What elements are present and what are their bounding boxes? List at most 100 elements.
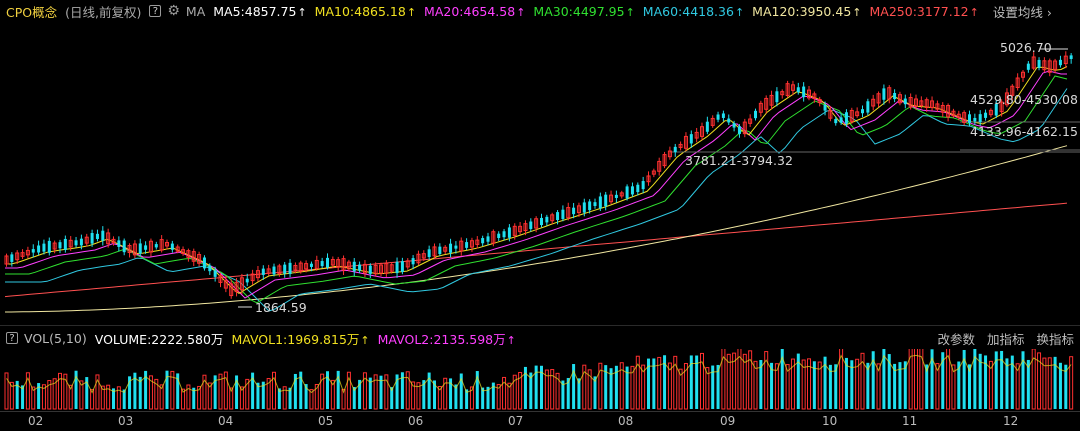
candle-down <box>90 233 94 244</box>
volume-bar-up <box>667 362 672 410</box>
candle-up <box>956 113 961 118</box>
add-indicator-button[interactable]: 加指标 <box>986 331 1025 347</box>
volume-bar-up <box>159 384 164 410</box>
candle-down <box>101 230 105 241</box>
help-icon[interactable]: ? <box>6 332 18 344</box>
volume-bar-down <box>893 363 897 409</box>
ma-line-3 <box>5 75 1068 304</box>
candle-up <box>764 97 769 110</box>
volume-bar-up <box>700 352 704 410</box>
candle-up <box>748 118 753 124</box>
volume-bar-down <box>898 362 902 409</box>
candle-up <box>165 241 169 247</box>
volume-bar-down <box>465 389 469 409</box>
volume-bar-up <box>4 372 9 410</box>
volume-bar-down <box>128 376 132 409</box>
candle-down <box>283 264 287 274</box>
candle-up <box>416 253 421 264</box>
candle-up <box>817 98 822 104</box>
volume-chart[interactable] <box>0 349 1080 411</box>
volume-bar-up <box>197 385 202 410</box>
volume-bar-down <box>930 349 934 409</box>
candle-down <box>138 243 142 254</box>
candle-down <box>994 103 998 116</box>
volume-bar-down <box>844 357 848 409</box>
ma-value-4: MA60:4418.36↑ <box>642 3 745 19</box>
volume-bar-up <box>1047 357 1052 410</box>
candle-down <box>309 263 313 267</box>
candle-up <box>1021 71 1025 78</box>
volume-bar-up <box>362 372 367 410</box>
candle-up <box>181 249 186 254</box>
panel-divider <box>0 325 1080 326</box>
help-icon[interactable]: ? <box>149 5 162 17</box>
volume-bar-down <box>796 353 800 409</box>
candle-down <box>727 118 731 123</box>
candle-up <box>930 100 935 109</box>
indicator-tools: 改参数 加指标 换指标 <box>937 329 1074 348</box>
candle-down <box>796 87 800 93</box>
volume-bar-up <box>52 378 57 410</box>
switch-indicator-button[interactable]: 换指标 <box>1036 331 1074 347</box>
candle-down <box>802 86 806 98</box>
candlestick-chart[interactable] <box>0 22 1080 327</box>
edit-params-button[interactable]: 改参数 <box>937 331 975 347</box>
volume-bar-down <box>368 377 372 409</box>
volume-bar-down <box>871 351 875 409</box>
volume-bar-down <box>1000 350 1004 409</box>
volume-bar-up <box>443 377 448 410</box>
volume-bar-up <box>801 359 806 410</box>
volume-bar-down <box>994 351 998 409</box>
volume-bar-down <box>112 388 115 409</box>
candle-up <box>239 277 244 291</box>
volume-bar-up <box>63 373 68 410</box>
candle-up <box>277 265 282 275</box>
candle-up <box>678 143 683 148</box>
volume-bar-down <box>957 361 961 409</box>
candle-up <box>1010 85 1015 96</box>
candle-down <box>261 268 265 275</box>
volume-bar-up <box>314 383 319 410</box>
candle-up <box>389 264 394 272</box>
candle-down <box>716 114 720 120</box>
volume-bar-up <box>855 358 860 410</box>
candle-up <box>175 246 180 252</box>
volume-bar-down <box>256 382 260 409</box>
candle-down <box>737 126 741 134</box>
volume-bar-up <box>266 378 271 410</box>
candle-up <box>758 102 763 113</box>
candle-up <box>52 242 57 250</box>
ma-value-6: MA250:3177.12↑ <box>869 3 979 19</box>
candle-up <box>518 225 523 233</box>
x-tick-09: 09 <box>720 414 736 428</box>
volume-bar-down <box>770 362 774 409</box>
volume-bar-down <box>828 364 832 409</box>
chart-mode: (日线,前复权) <box>65 4 142 20</box>
volume-bar-up <box>512 374 517 410</box>
ma-line-5 <box>5 66 1068 294</box>
candle-up <box>876 93 881 104</box>
volume-bar-up <box>641 364 646 410</box>
candle-up <box>523 223 528 232</box>
candle-down <box>326 257 329 268</box>
gear-icon[interactable]: ⚙ <box>167 3 180 19</box>
volume-bar-down <box>887 354 891 409</box>
candle-down <box>754 110 757 119</box>
volume-bar-up <box>272 371 276 410</box>
candle-down <box>673 146 677 153</box>
candle-down <box>732 123 736 128</box>
candle-up <box>849 109 854 122</box>
candle-up <box>186 250 191 258</box>
candle-down <box>968 114 971 123</box>
candle-up <box>68 239 73 248</box>
candle-down <box>449 243 453 253</box>
volume-bar-up <box>726 353 731 410</box>
volume-bar-down <box>379 375 383 409</box>
ma-settings-button[interactable]: 设置均线 › <box>992 4 1052 20</box>
volume-bar-up <box>346 371 351 410</box>
volume-bar-down <box>925 364 929 409</box>
volume-bar-down <box>604 365 608 409</box>
volume-bar-down <box>647 358 650 409</box>
volume-bar-down <box>561 380 565 409</box>
candle-up <box>1004 92 1009 106</box>
